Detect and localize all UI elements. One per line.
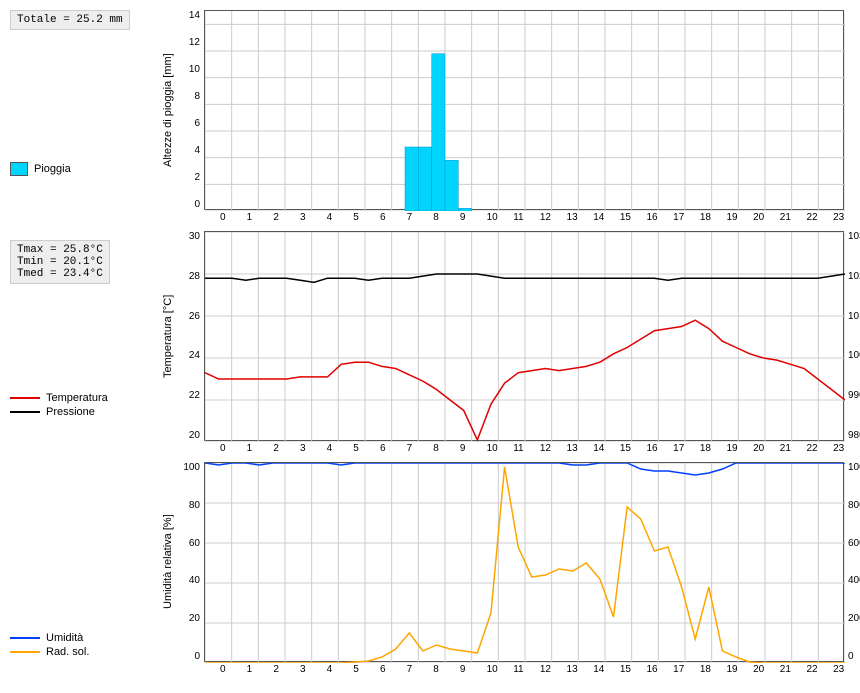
rain-swatch — [10, 162, 28, 176]
legend-rad-label: Rad. sol. — [46, 646, 89, 658]
tmax: Tmax = 25.8°C — [17, 244, 103, 256]
rad-line-swatch — [10, 651, 40, 653]
tmin: Tmin = 20.1°C — [17, 256, 103, 268]
temp-yticks-right: 1030102010101000990980 — [844, 231, 860, 441]
hum-yticks-left: 100806040200 — [176, 462, 204, 662]
hum-plot — [205, 463, 845, 663]
hum-yticks-right: 10008006004002000 — [844, 462, 860, 662]
temp-ylabel-left: Temperatura [°C] — [160, 231, 176, 441]
temp-plot — [205, 232, 845, 442]
rain-plot — [205, 11, 845, 211]
tmed: Tmed = 23.4°C — [17, 268, 103, 280]
temp-yticks-left: 302826242220 — [176, 231, 204, 441]
legend-temp-label: Temperatura — [46, 392, 108, 404]
temp-xticks: 01234567891011121314151617181920212223 — [220, 441, 860, 454]
temp-stats: Tmax = 25.8°C Tmin = 20.1°C Tmed = 23.4°… — [10, 240, 110, 284]
legend-rain: Pioggia — [10, 162, 71, 176]
hum-chart: Umidità relativa [%] 100806040200 100080… — [160, 462, 860, 675]
rain-total: Totale = 25.2 mm — [10, 10, 130, 30]
legend-press: Pressione — [10, 406, 108, 418]
legend-rad: Rad. sol. — [10, 646, 89, 658]
hum-xticks: 01234567891011121314151617181920212223 — [220, 662, 860, 675]
temp-line-swatch — [10, 397, 40, 399]
temp-chart: Temperatura [°C] 302826242220 1030102010… — [160, 231, 860, 454]
hum-ylabel-left: Umidità relativa [%] — [160, 462, 176, 662]
rain-xticks: 01234567891011121314151617181920212223 — [220, 210, 860, 223]
rain-chart: Altezze di pioggia [mm] 14121086420 0123… — [160, 10, 860, 223]
legend-hum: Umidità — [10, 632, 89, 644]
press-line-swatch — [10, 411, 40, 413]
rain-ylabel: Altezze di pioggia [mm] — [160, 10, 176, 210]
legend-rain-label: Pioggia — [34, 163, 71, 175]
legend-temp: Temperatura — [10, 392, 108, 404]
legend-press-label: Pressione — [46, 406, 95, 418]
rain-yticks: 14121086420 — [176, 10, 204, 210]
hum-line-swatch — [10, 637, 40, 639]
legend-hum-label: Umidità — [46, 632, 83, 644]
